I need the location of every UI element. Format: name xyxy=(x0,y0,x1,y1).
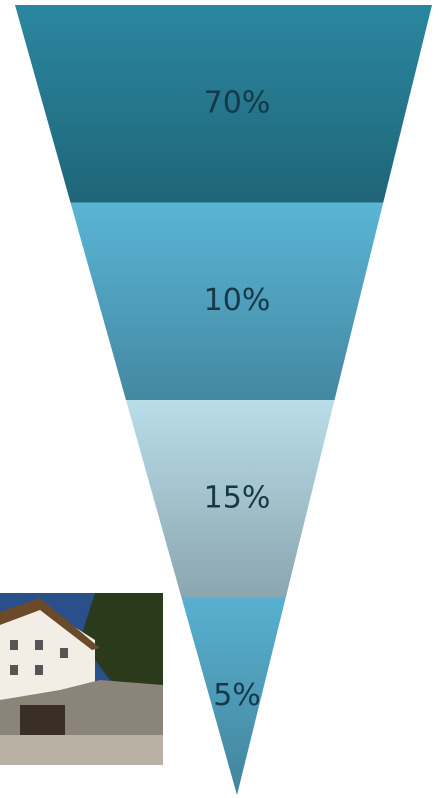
segment-label: 70% xyxy=(204,85,271,120)
segment-shade xyxy=(126,400,335,598)
segment-shade xyxy=(70,202,384,400)
segment-shade xyxy=(181,597,286,795)
segment-label: 15% xyxy=(204,480,271,515)
segment-shade xyxy=(15,5,432,203)
segment-label: 10% xyxy=(204,283,271,318)
funnel: 70% 10% 15% 5% xyxy=(15,5,432,795)
segment-label: 5% xyxy=(213,678,261,713)
photo xyxy=(0,593,163,765)
